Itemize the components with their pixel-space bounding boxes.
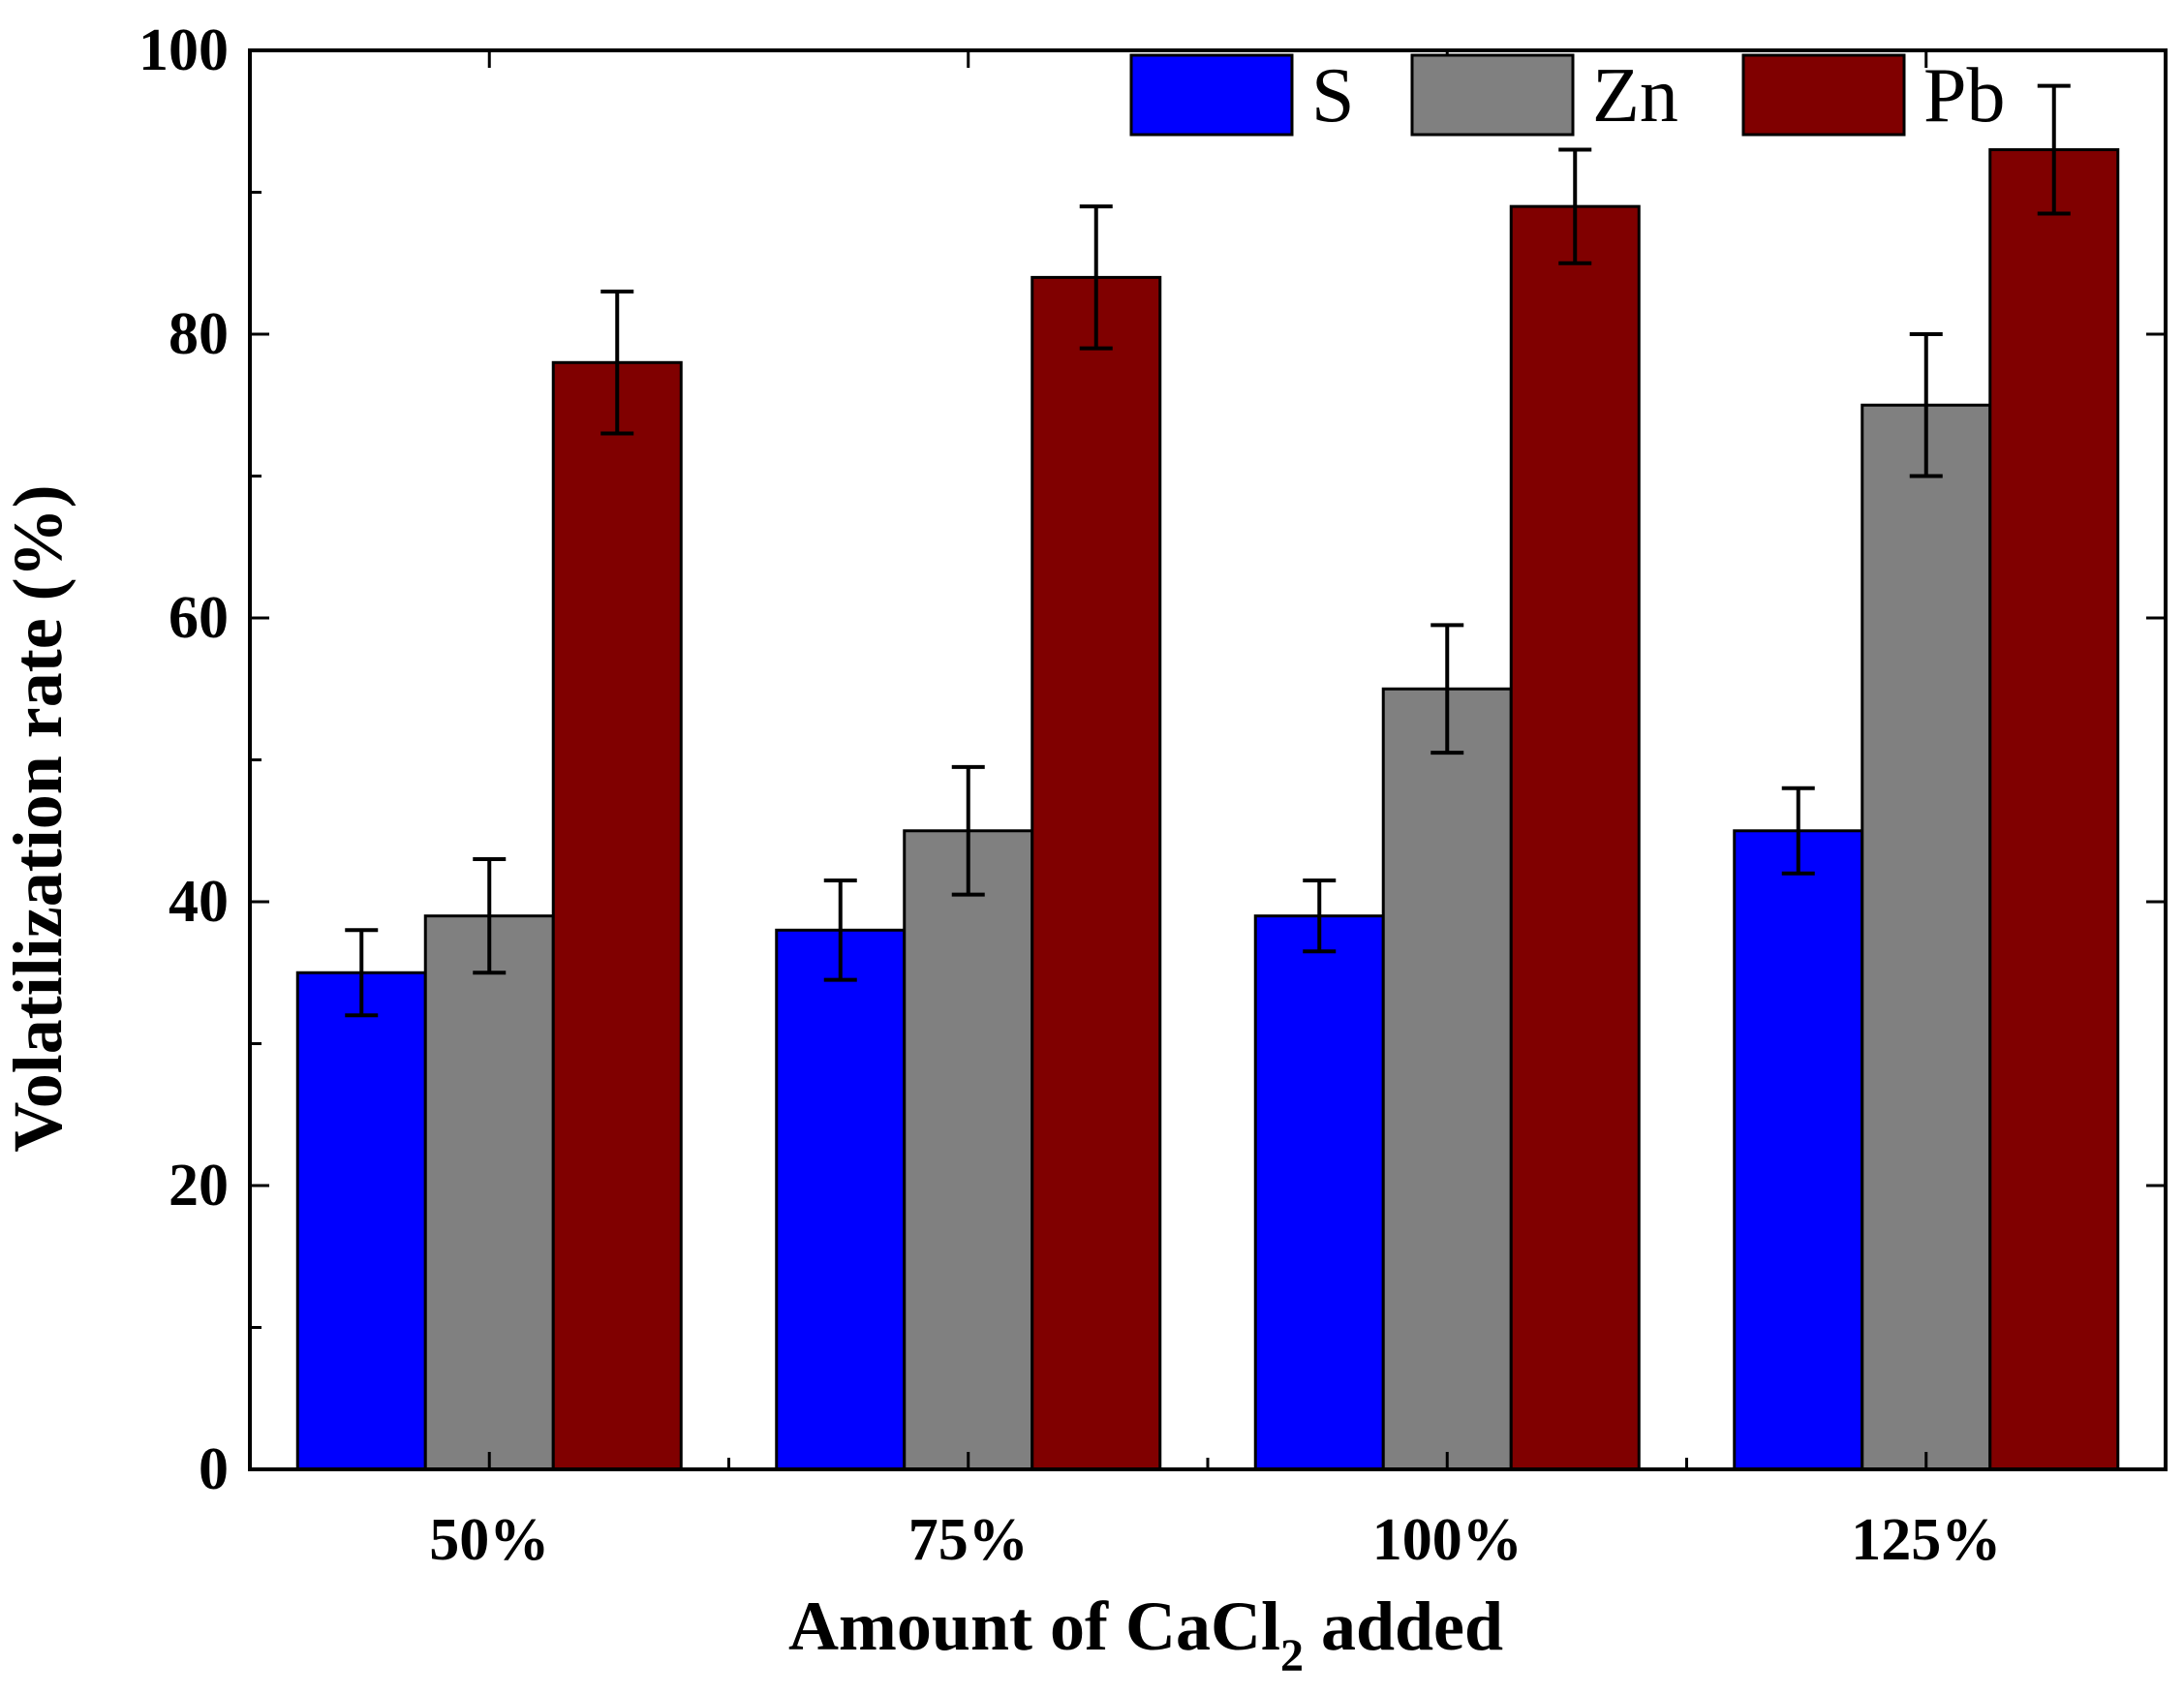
y-tick-label: 60	[169, 585, 229, 651]
bar-zn-0	[423, 914, 555, 1471]
bar-zn-1	[903, 829, 1034, 1471]
x-tick-label: 125%	[1851, 1507, 2001, 1573]
bar-pb-2	[1509, 204, 1641, 1471]
x-axis-title-subscript: 2	[1280, 1630, 1304, 1681]
legend-swatch-zn	[1410, 53, 1575, 137]
x-tick-label: 75%	[908, 1507, 1029, 1573]
bar-pb-3	[1988, 148, 2120, 1471]
y-tick-label: 100	[138, 17, 229, 83]
marks-layer	[295, 148, 2120, 1471]
axes-layer: 50% 75% 100% 125% 0 20 40 60 80 100	[138, 17, 2168, 1573]
errorbar-layer	[345, 83, 2071, 1018]
y-tick-label: 40	[169, 869, 229, 935]
bar-pb-1	[1030, 275, 1162, 1471]
bar-s-3	[1733, 829, 1864, 1471]
y-tick-label: 20	[169, 1153, 229, 1218]
bar-s-2	[1253, 914, 1385, 1471]
legend-label-zn: Zn	[1592, 53, 1678, 139]
x-axis-title-suffix: added	[1304, 1588, 1503, 1665]
y-tick-label: 0	[199, 1436, 229, 1502]
x-axis-title-main: Amount of CaCl	[788, 1588, 1280, 1665]
y-axis-title: Volatilization rate (%)	[0, 484, 77, 1152]
x-tick-label: 100%	[1372, 1507, 1523, 1573]
legend-label-s: S	[1311, 53, 1355, 139]
legend-swatch-s	[1129, 53, 1294, 137]
bar-s-1	[775, 928, 907, 1471]
bar-zn-2	[1381, 687, 1513, 1471]
bar-s-0	[295, 971, 427, 1471]
y-tick-label: 80	[169, 301, 229, 367]
x-axis-title: Amount of CaCl2 added	[788, 1588, 1503, 1681]
legend: S Zn Pb	[1129, 53, 2006, 139]
bar-zn-3	[1861, 403, 1992, 1471]
bar-pb-0	[551, 360, 683, 1471]
legend-label-pb: Pb	[1923, 53, 2006, 139]
legend-swatch-pb	[1741, 53, 1906, 137]
x-tick-label: 50%	[429, 1507, 549, 1573]
